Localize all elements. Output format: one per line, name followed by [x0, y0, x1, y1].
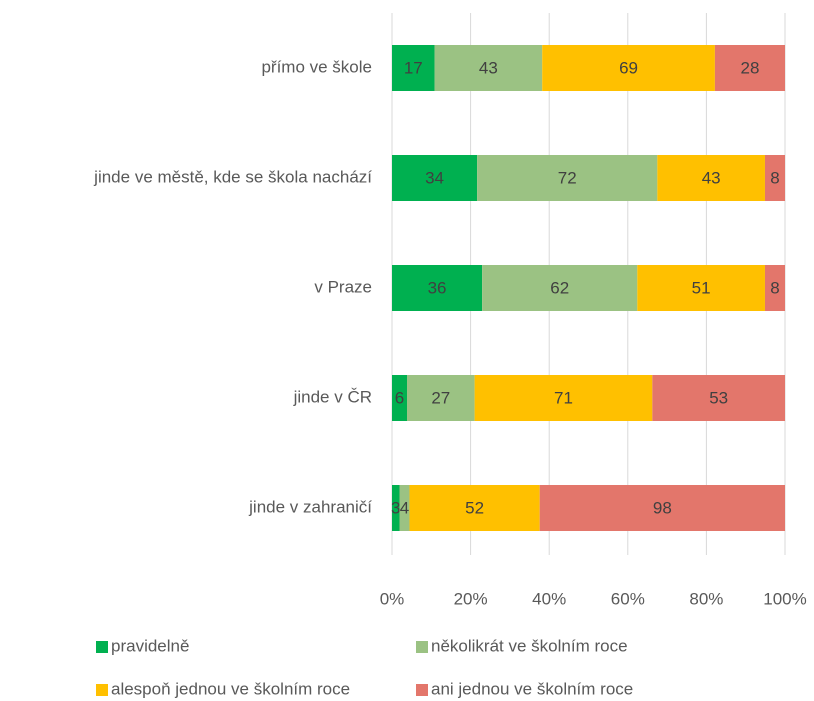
- legend-label: několikrát ve školním roce: [431, 636, 628, 655]
- bar-segment: [657, 155, 765, 201]
- data-label: 52: [465, 498, 484, 517]
- bar-segment: [539, 485, 785, 531]
- legend-label: pravidelně: [111, 636, 189, 655]
- bar-segment: [392, 45, 435, 91]
- bar-segment: [542, 45, 715, 91]
- bar-segment: [399, 485, 410, 531]
- legend-label: alespoň jednou ve školním roce: [111, 679, 350, 698]
- x-tick-label: 40%: [532, 589, 566, 608]
- y-tick-label: přímo ve škole: [261, 57, 372, 76]
- data-label: 62: [550, 278, 569, 297]
- legend-swatch: [416, 684, 428, 696]
- x-tick-label: 100%: [763, 589, 806, 608]
- data-label: 53: [709, 388, 728, 407]
- data-label: 28: [740, 58, 759, 77]
- data-label: 8: [770, 168, 779, 187]
- x-tick-label: 60%: [611, 589, 645, 608]
- bar-segment: [652, 375, 785, 421]
- data-label: 34: [425, 168, 444, 187]
- y-tick-label: v Praze: [314, 277, 372, 296]
- legend-swatch: [96, 684, 108, 696]
- bar-segment: [409, 485, 540, 531]
- bar-segment: [392, 485, 400, 531]
- bar-segment: [392, 265, 483, 311]
- x-tick-label: 20%: [454, 589, 488, 608]
- data-label: 72: [558, 168, 577, 187]
- legend-label: ani jednou ve školním roce: [431, 679, 633, 698]
- bar-segment: [477, 155, 658, 201]
- data-label: 6: [395, 388, 404, 407]
- data-label: 98: [653, 498, 672, 517]
- bar-segment: [407, 375, 475, 421]
- y-tick-label: jinde v zahraničí: [248, 497, 372, 516]
- data-label: 3: [391, 498, 400, 517]
- data-label: 4: [400, 498, 409, 517]
- bar-segment: [434, 45, 543, 91]
- y-tick-label: jinde ve městě, kde se škola nachází: [93, 167, 372, 186]
- y-tick-label: jinde v ČR: [293, 387, 372, 406]
- data-label: 71: [554, 388, 573, 407]
- data-label: 17: [404, 58, 423, 77]
- data-label: 69: [619, 58, 638, 77]
- bar-segment: [764, 265, 785, 311]
- data-label: 8: [770, 278, 779, 297]
- data-label: 43: [479, 58, 498, 77]
- data-label: 51: [692, 278, 711, 297]
- legend-swatch: [96, 641, 108, 653]
- x-tick-label: 0%: [380, 589, 405, 608]
- data-label: 36: [428, 278, 447, 297]
- bar-segment: [714, 45, 785, 91]
- data-label: 27: [431, 388, 450, 407]
- bar-segment: [637, 265, 765, 311]
- bar-segment: [482, 265, 638, 311]
- legend-swatch: [416, 641, 428, 653]
- x-tick-label: 80%: [689, 589, 723, 608]
- bar-segment: [392, 155, 478, 201]
- bar-segment: [764, 155, 785, 201]
- bar-segment: [474, 375, 653, 421]
- bar-segment: [392, 375, 408, 421]
- data-label: 43: [702, 168, 721, 187]
